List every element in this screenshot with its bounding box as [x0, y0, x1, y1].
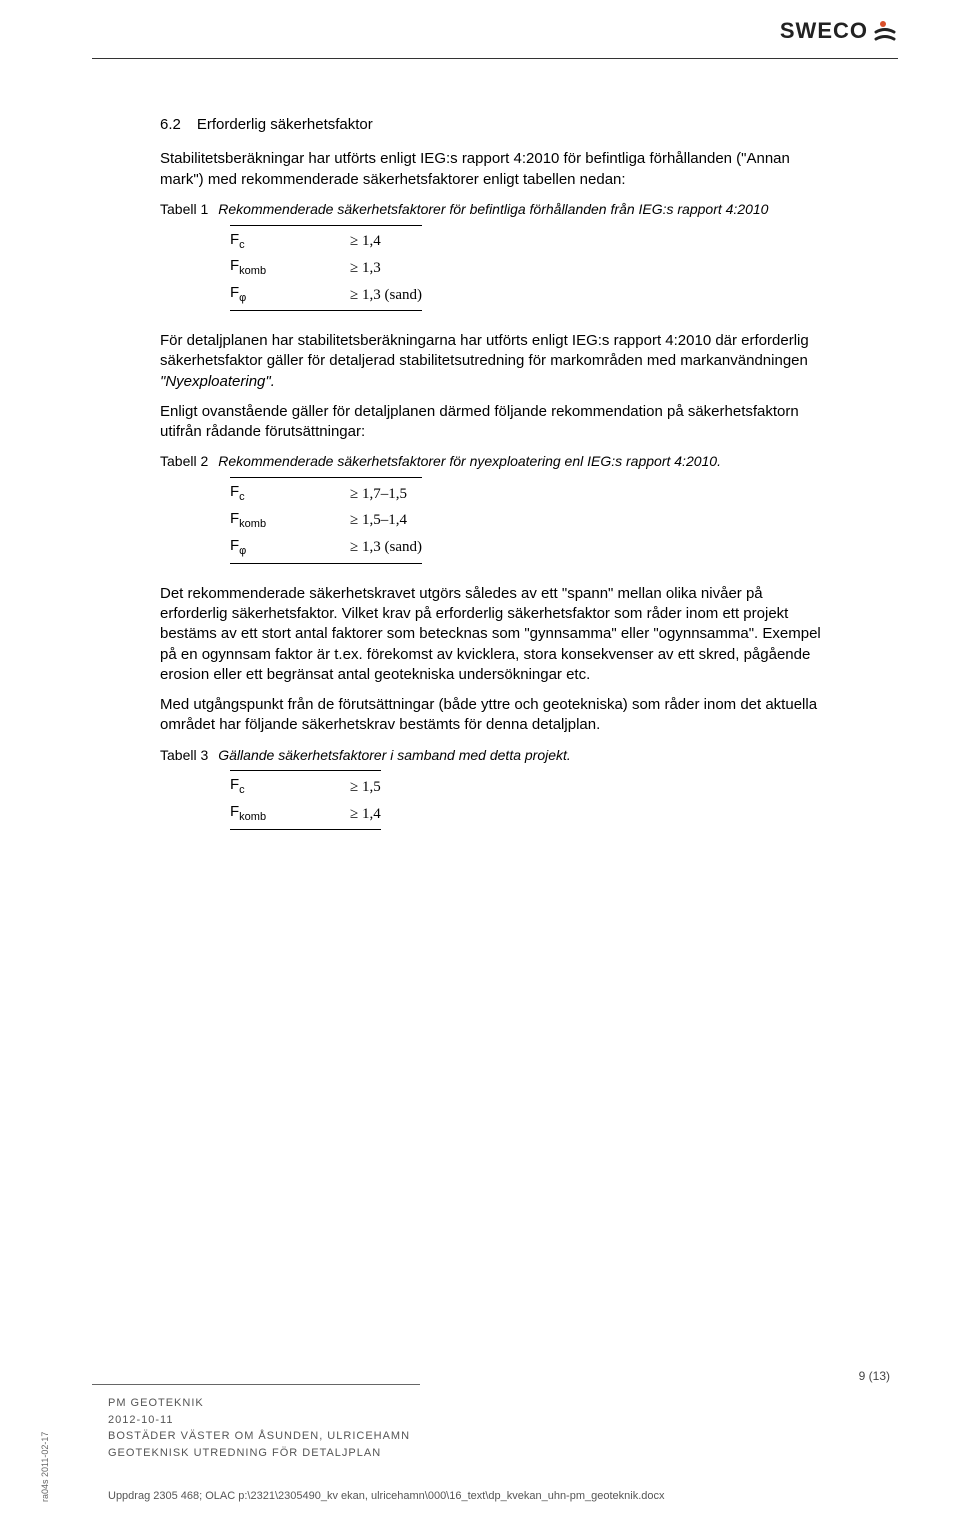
factor-value: ≥ 1,3 [350, 254, 422, 281]
logo-text: SWECO [780, 18, 868, 44]
page-number: 9 (13) [859, 1369, 890, 1383]
paragraph-recommend: Enligt ovanstående gäller för detaljplan… [160, 402, 830, 443]
table1: Fc ≥ 1,4 Fkomb ≥ 1,3 Fφ ≥ 1,3 (sand) [230, 225, 422, 312]
table1-label: Tabell 1 [160, 201, 208, 217]
footer-doc-type: PM GEOTEKNIK [108, 1395, 410, 1412]
table2-desc: Rekommenderade säkerhetsfaktorer för nye… [218, 453, 721, 469]
footer-project: BOSTÄDER VÄSTER OM ÅSUNDEN, ULRICEHAMN [108, 1428, 410, 1445]
page-header: SWECO [0, 0, 960, 75]
table3: Fc ≥ 1,5 Fkomb ≥ 1,4 [230, 770, 381, 830]
footer-filepath: Uppdrag 2305 468; OLAC p:\2321\2305490_k… [108, 1490, 665, 1502]
factor-symbol: Fc [230, 771, 350, 800]
factor-symbol: Fφ [230, 534, 350, 563]
paragraph-span: Det rekommenderade säkerhetskravet utgör… [160, 584, 830, 685]
factor-symbol: Fkomb [230, 507, 350, 534]
factor-value: ≥ 1,3 (sand) [350, 281, 422, 310]
table3-desc: Gällande säkerhetsfaktorer i samband med… [218, 747, 571, 763]
factor-symbol: Fφ [230, 281, 350, 310]
table1-caption: Tabell 1 Rekommenderade säkerhetsfaktorer… [160, 200, 830, 219]
section-number: 6.2 [160, 115, 181, 135]
footer-subtitle: GEOTEKNISK UTREDNING FÖR DETALJPLAN [108, 1445, 410, 1462]
page-footer: 9 (13) PM GEOTEKNIK 2012-10-11 BOSTÄDER … [0, 1369, 960, 1524]
factor-symbol: Fkomb [230, 254, 350, 281]
factor-symbol: Fkomb [230, 800, 350, 829]
section-heading: 6.2 Erforderlig säkerhetsfaktor [160, 115, 830, 135]
paragraph-detail: För detaljplanen har stabilitetsberäknin… [160, 331, 830, 392]
table-row: Fc ≥ 1,4 [230, 225, 422, 254]
document-body: 6.2 Erforderlig säkerhetsfaktor Stabilite… [160, 115, 830, 850]
footer-rule [92, 1384, 420, 1385]
factor-value: ≥ 1,3 (sand) [350, 534, 422, 563]
section-title: Erforderlig säkerhetsfaktor [197, 116, 373, 133]
table-row: Fφ ≥ 1,3 (sand) [230, 534, 422, 563]
table-row: Fkomb ≥ 1,4 [230, 800, 381, 829]
table-row: Fkomb ≥ 1,5–1,4 [230, 507, 422, 534]
sweco-logo: SWECO [780, 18, 898, 44]
sweco-logo-icon [872, 19, 898, 43]
factor-value: ≥ 1,7–1,5 [350, 478, 422, 507]
factor-value: ≥ 1,5–1,4 [350, 507, 422, 534]
table2: Fc ≥ 1,7–1,5 Fkomb ≥ 1,5–1,4 Fφ ≥ 1,3 (s… [230, 477, 422, 564]
header-rule [92, 58, 898, 59]
table-row: Fkomb ≥ 1,3 [230, 254, 422, 281]
table1-desc: Rekommenderade säkerhetsfaktorer för bef… [218, 201, 768, 217]
table2-label: Tabell 2 [160, 453, 208, 469]
table-row: Fc ≥ 1,7–1,5 [230, 478, 422, 507]
factor-value: ≥ 1,4 [350, 225, 422, 254]
factor-symbol: Fc [230, 225, 350, 254]
footer-date: 2012-10-11 [108, 1412, 410, 1429]
side-revision-text: ra04s 2011-02-17 [40, 1432, 50, 1502]
table3-label: Tabell 3 [160, 747, 208, 763]
table2-caption: Tabell 2 Rekommenderade säkerhetsfaktorer… [160, 452, 830, 471]
factor-value: ≥ 1,4 [350, 800, 381, 829]
footer-info: PM GEOTEKNIK 2012-10-11 BOSTÄDER VÄSTER … [108, 1395, 410, 1461]
table-row: Fc ≥ 1,5 [230, 771, 381, 800]
factor-symbol: Fc [230, 478, 350, 507]
table-row: Fφ ≥ 1,3 (sand) [230, 281, 422, 310]
table3-caption: Tabell 3 Gällande säkerhetsfaktorer i sam… [160, 746, 830, 765]
paragraph-intro: Stabilitetsberäkningar har utförts enlig… [160, 149, 830, 190]
paragraph-conditions: Med utgångspunkt från de förutsättningar… [160, 695, 830, 736]
factor-value: ≥ 1,5 [350, 771, 381, 800]
